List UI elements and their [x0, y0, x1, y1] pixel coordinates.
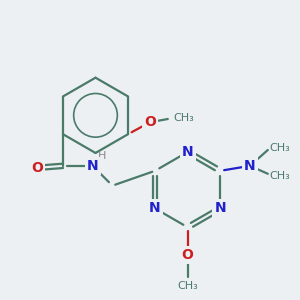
Text: CH₃: CH₃ [270, 143, 290, 153]
Text: O: O [182, 248, 194, 262]
Text: CH₃: CH₃ [177, 281, 198, 291]
Text: N: N [182, 145, 194, 159]
Text: N: N [244, 159, 256, 173]
Text: O: O [144, 115, 156, 129]
Text: N: N [214, 202, 226, 215]
Text: N: N [87, 159, 98, 173]
Text: CH₃: CH₃ [174, 113, 194, 123]
Text: O: O [31, 161, 43, 175]
Text: H: H [98, 151, 107, 161]
Text: CH₃: CH₃ [270, 171, 290, 181]
Text: N: N [149, 202, 161, 215]
